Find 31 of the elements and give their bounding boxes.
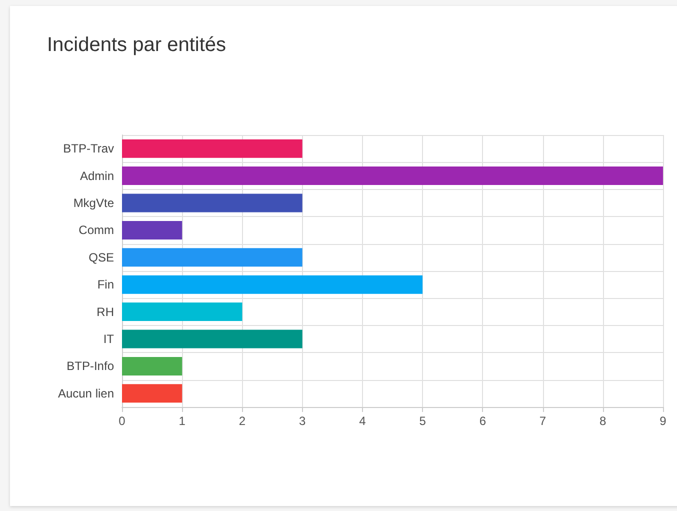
bar: [122, 384, 182, 403]
x-tick-label: 3: [298, 414, 306, 428]
y-tick-label: MkgVte: [73, 196, 114, 210]
bar: [122, 275, 423, 294]
y-tick-label: Admin: [80, 168, 114, 183]
y-tick-label: IT: [103, 332, 115, 346]
x-tick-label: 5: [419, 414, 426, 428]
bar: [122, 139, 302, 158]
y-tick-label: Aucun lien: [58, 386, 114, 400]
x-tick-label: 4: [359, 414, 366, 428]
bar: [122, 220, 182, 240]
bar: [122, 330, 302, 348]
bar: [122, 302, 242, 322]
chart-title: Incidents par entités: [47, 34, 226, 56]
x-tick-label: 9: [660, 414, 667, 428]
y-tick-label: Fin: [97, 278, 114, 292]
x-tick-label: 8: [600, 414, 607, 428]
y-tick-label: BTP-Info: [66, 359, 114, 374]
bar: [122, 166, 663, 186]
x-tick-label: 1: [178, 414, 186, 428]
bar: [122, 356, 182, 376]
y-tick-label: Comm: [78, 223, 114, 238]
x-tick-label: 7: [539, 414, 546, 428]
y-tick-label: BTP-Trav: [63, 142, 114, 156]
bar: [122, 194, 302, 212]
x-tick-label: 2: [238, 414, 246, 428]
x-tick-label: 6: [479, 414, 486, 428]
bar: [122, 248, 302, 267]
x-tick-label: 0: [118, 414, 126, 428]
y-tick-label: QSE: [88, 250, 114, 264]
y-tick-label: RH: [96, 304, 114, 319]
